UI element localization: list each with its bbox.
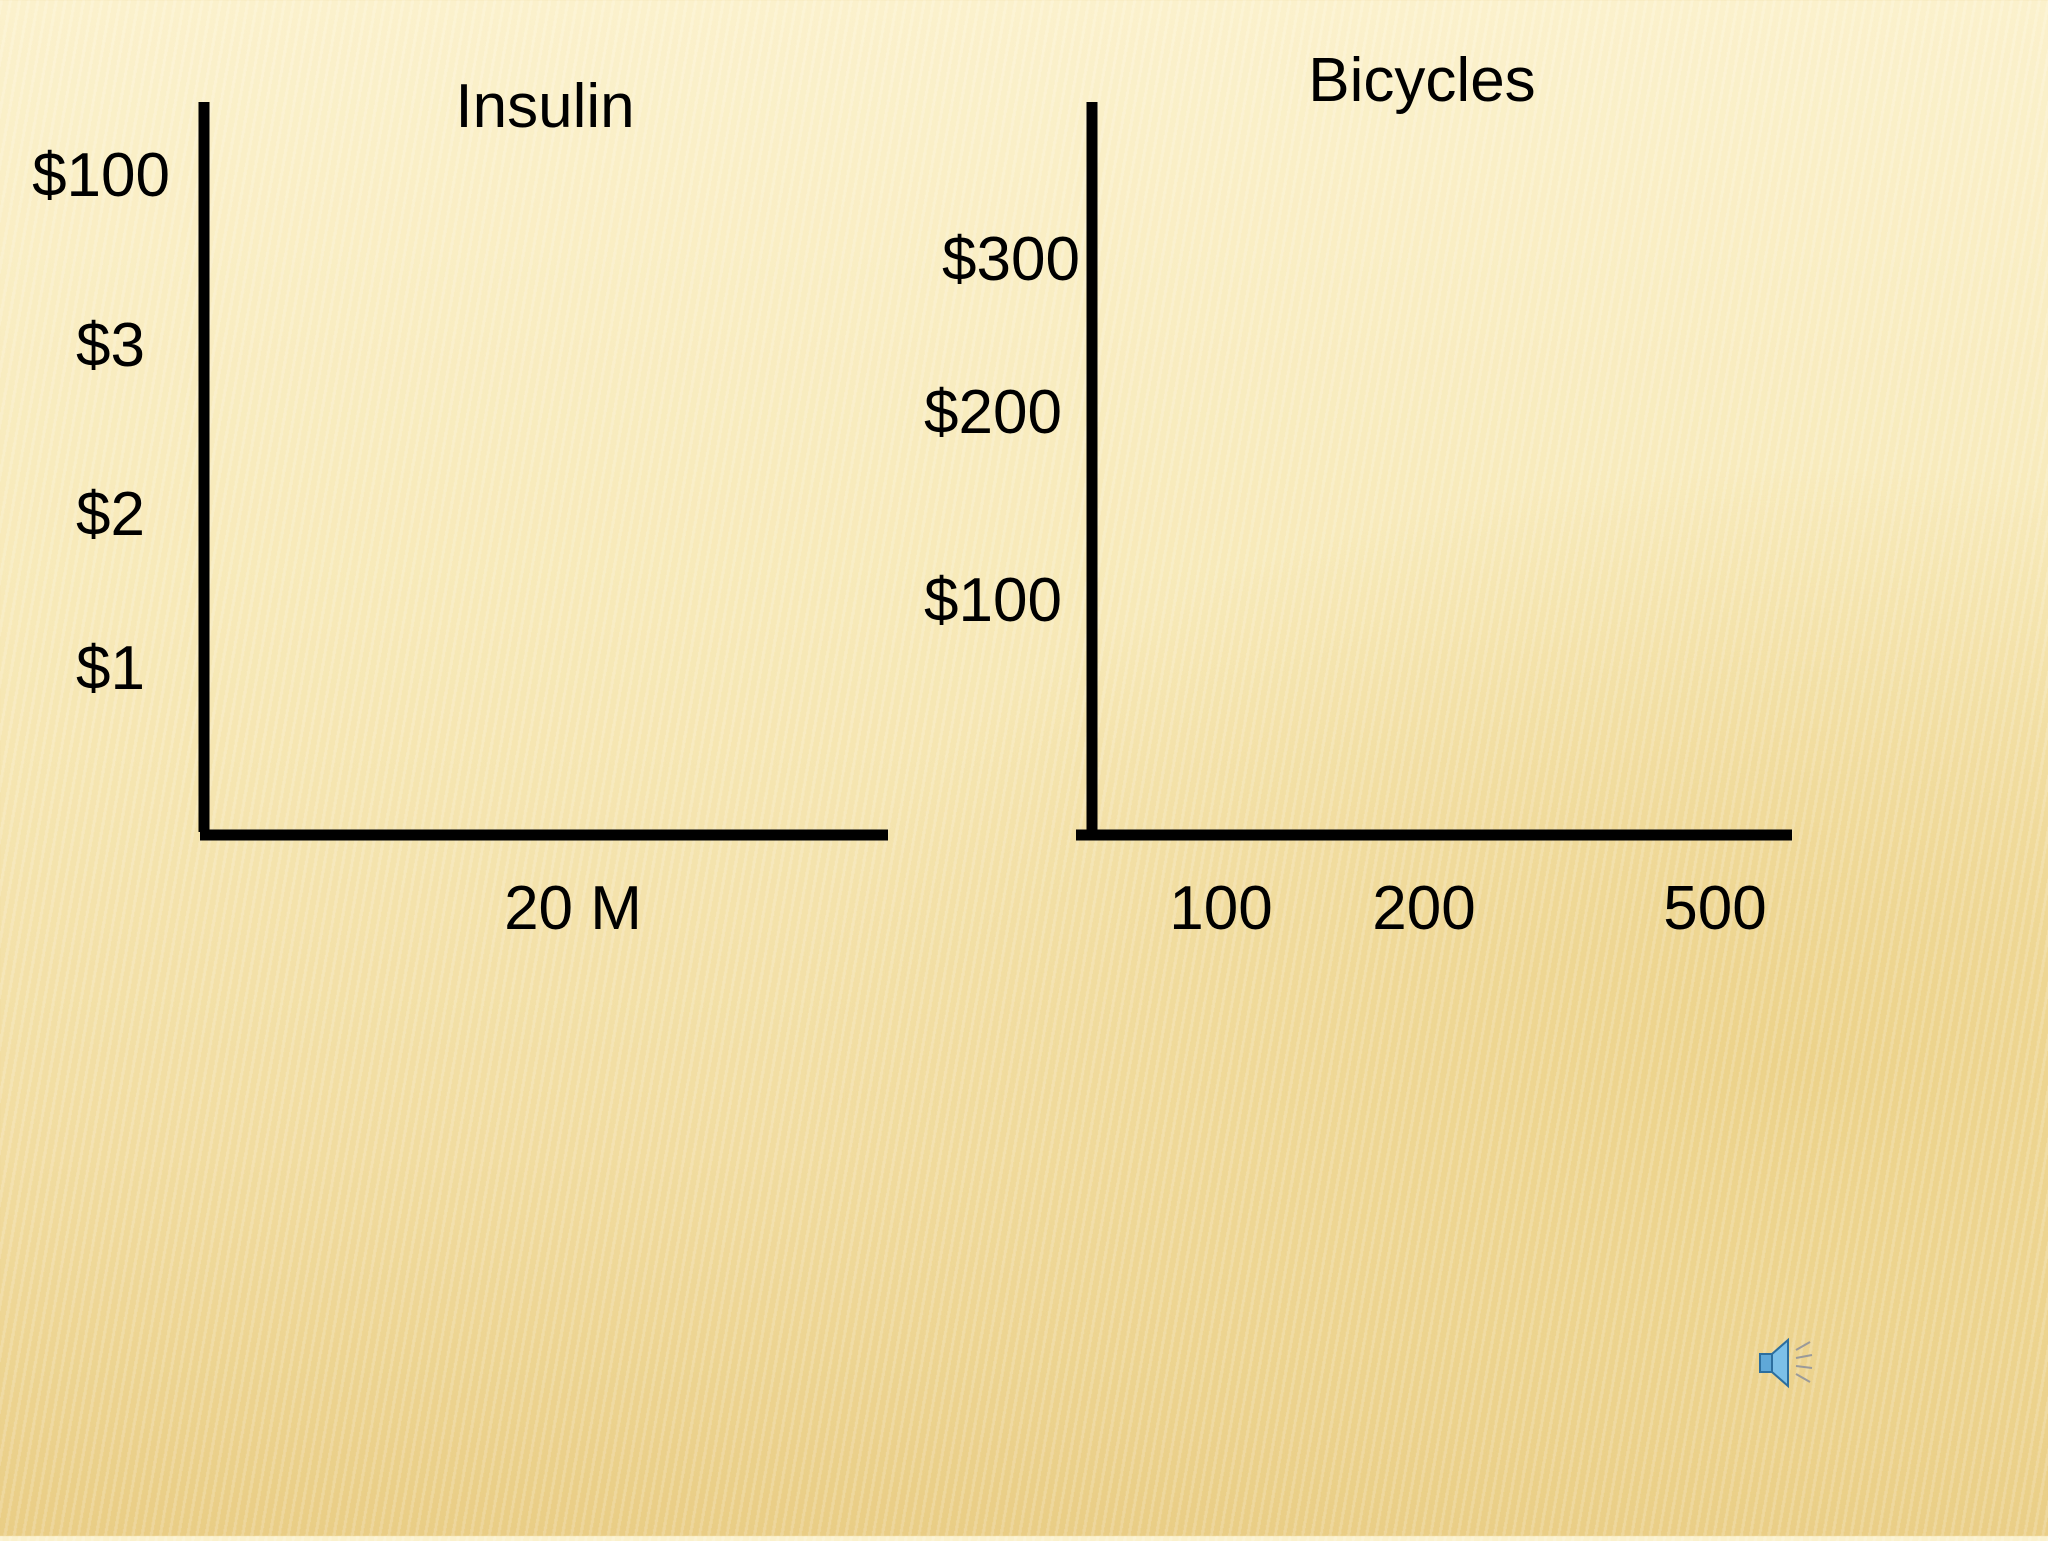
bicycles-chart-title: Bicycles bbox=[1308, 46, 1535, 115]
bicycles-x-tick-label: 500 bbox=[1663, 874, 1766, 943]
insulin-chart-title: Insulin bbox=[455, 72, 634, 141]
insulin-y-tick-label: $1 bbox=[76, 634, 145, 703]
speaker-icon[interactable] bbox=[1754, 1328, 1824, 1398]
bicycles-chart: Bicycles $300 $200 $100 100 200 500 bbox=[924, 46, 1792, 943]
bicycles-y-tick-label: $200 bbox=[924, 378, 1062, 447]
insulin-y-tick-label: $3 bbox=[76, 311, 145, 380]
insulin-y-tick-label: $2 bbox=[76, 480, 145, 549]
bicycles-y-tick-label: $300 bbox=[942, 225, 1080, 294]
insulin-chart: Insulin $100 $3 $2 $1 20 M bbox=[32, 72, 888, 943]
bicycles-y-tick-label: $100 bbox=[924, 566, 1062, 635]
insulin-x-tick-label: 20 M bbox=[504, 874, 642, 943]
insulin-y-tick-label: $100 bbox=[32, 141, 170, 210]
bicycles-x-tick-label: 100 bbox=[1169, 874, 1272, 943]
bicycles-x-tick-label: 200 bbox=[1372, 874, 1475, 943]
